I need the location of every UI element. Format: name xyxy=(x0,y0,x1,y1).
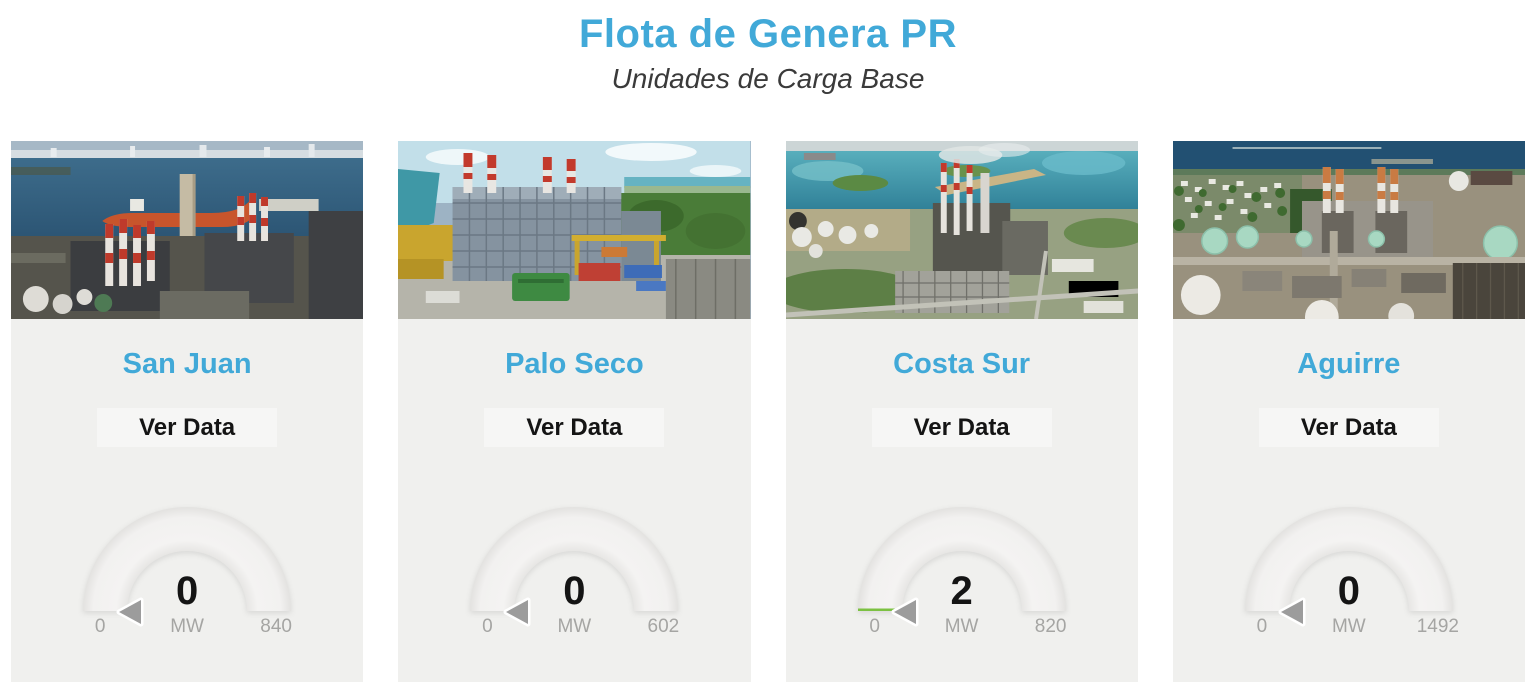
gauge-labels: 0 MW 1492 xyxy=(1229,616,1469,638)
page-title: Flota de Genera PR xyxy=(579,12,957,56)
ver-data-link[interactable]: Ver Data xyxy=(97,408,278,447)
gauge-fill-indicator xyxy=(857,608,902,611)
gauge-unit-label: MW xyxy=(557,616,592,637)
plant-name: Palo Seco xyxy=(505,348,644,380)
gauge-max-label: 602 xyxy=(647,616,680,637)
gauge-aguirre: 0 0 MW 1492 xyxy=(1229,491,1469,643)
gauge-value: 0 xyxy=(1337,569,1360,613)
plant-card-aguirre: Aguirre Ver Data 0 0 MW xyxy=(1172,141,1525,682)
costa-sur-plant-photo xyxy=(785,141,1138,319)
plant-card-san-juan: San Juan Ver Data 0 0 MW xyxy=(11,141,364,682)
aguirre-plant-photo xyxy=(1172,141,1525,319)
gauge-value: 2 xyxy=(950,569,973,613)
plant-name: Costa Sur xyxy=(893,348,1031,380)
gauge-unit-label: MW xyxy=(1331,616,1366,637)
gauge-costa-sur: 2 0 MW 820 xyxy=(842,491,1082,643)
gauge-unit-label: MW xyxy=(944,616,979,637)
plant-card-costa-sur: Costa Sur Ver Data 2 0 xyxy=(785,141,1138,682)
page-header: Flota de Genera PR Unidades de Carga Bas… xyxy=(0,0,1536,95)
gauge-needle xyxy=(116,597,144,627)
gauge-arc xyxy=(83,507,292,627)
gauge-palo-seco: 0 0 MW 602 xyxy=(454,491,694,643)
gauge-arc xyxy=(470,507,679,627)
gauge-needle xyxy=(891,597,919,627)
plant-card-palo-seco: Palo Seco Ver Data 0 0 MW xyxy=(398,141,751,682)
gauge-min-label: 0 xyxy=(1256,616,1268,637)
page-subtitle: Unidades de Carga Base xyxy=(611,63,925,94)
gauge-labels: 0 MW 602 xyxy=(454,616,694,638)
gauge-needle xyxy=(1278,597,1306,627)
plant-name: Aguirre xyxy=(1297,348,1401,380)
card-body: Costa Sur Ver Data 2 0 xyxy=(785,319,1138,682)
gauge-arc xyxy=(1244,507,1453,627)
gauge-max-label: 1492 xyxy=(1416,616,1460,637)
gauge-max-label: 820 xyxy=(1034,616,1067,637)
fleet-cards: San Juan Ver Data 0 0 MW xyxy=(0,141,1536,682)
gauge-labels: 0 MW 840 xyxy=(67,616,307,638)
gauge-unit-label: MW xyxy=(170,616,204,637)
gauge-min-label: 0 xyxy=(869,616,880,637)
card-body: Palo Seco Ver Data 0 0 MW xyxy=(398,319,751,682)
ver-data-link[interactable]: Ver Data xyxy=(871,408,1052,447)
ver-data-link[interactable]: Ver Data xyxy=(1258,408,1439,447)
gauge-value: 0 xyxy=(176,569,199,613)
gauge-needle xyxy=(503,597,531,627)
palo-seco-plant-photo xyxy=(398,141,751,319)
card-body: San Juan Ver Data 0 0 MW xyxy=(11,319,364,682)
gauge-max-label: 840 xyxy=(260,616,292,637)
ver-data-link[interactable]: Ver Data xyxy=(484,408,665,447)
gauge-arc xyxy=(857,507,1066,627)
san-juan-plant-photo xyxy=(11,141,364,319)
gauge-min-label: 0 xyxy=(94,616,106,637)
gauge-labels: 0 MW 820 xyxy=(842,616,1082,638)
card-body: Aguirre Ver Data 0 0 MW xyxy=(1172,319,1525,682)
gauge-min-label: 0 xyxy=(482,616,493,637)
plant-name: San Juan xyxy=(122,348,252,380)
gauge-value: 0 xyxy=(563,569,586,613)
gauge-san-juan: 0 0 MW 840 xyxy=(67,491,307,643)
